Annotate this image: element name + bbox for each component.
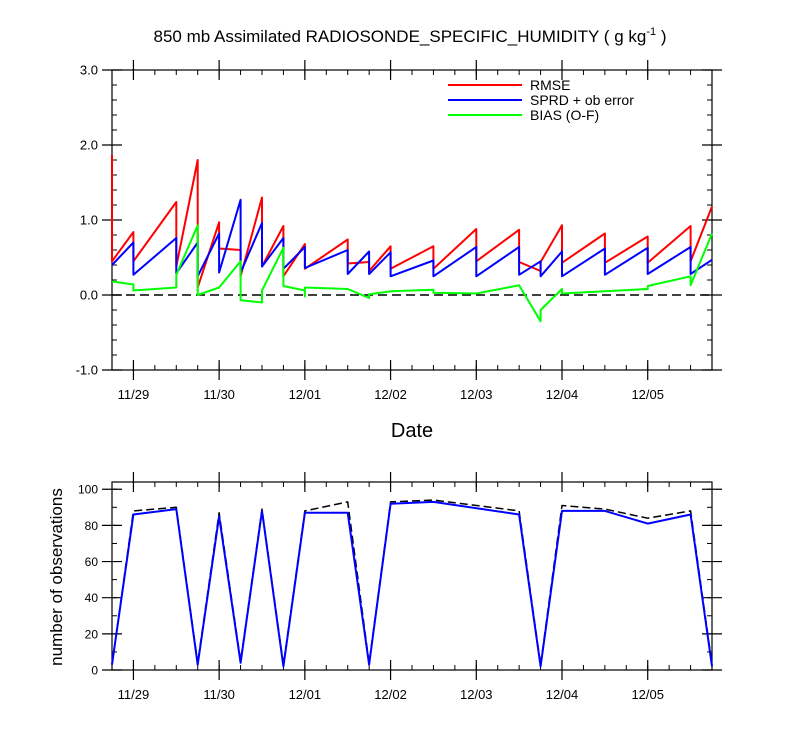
x-tick-label: 12/05 [631, 387, 664, 402]
chart-title-superscript: -1 [646, 26, 656, 38]
chart-title-suffix: ) [656, 27, 666, 46]
x-tick-label: 11/29 [118, 687, 150, 702]
legend-label-bias-o-f: BIAS (O-F) [530, 107, 599, 123]
x-tick-label: 11/30 [203, 687, 235, 702]
y-tick-label: 0.0 [80, 288, 98, 303]
y-tick-label: 0 [91, 664, 98, 678]
y-tick-label: 60 [85, 555, 99, 569]
rmse-bias-plot: -1.0 0.0 1.0 2.0 3.0 11/29 11/30 12/01 12/02 12/0… [76, 60, 722, 402]
x-tick-label: 12/04 [546, 687, 579, 702]
x-tick-label: 12/02 [374, 687, 407, 702]
x-tick-label: 12/01 [289, 687, 322, 702]
y-tick-label: -1.0 [76, 363, 98, 378]
y-axis-label: number of observations [47, 488, 66, 666]
y-tick-label: 3.0 [80, 63, 98, 78]
y-tick-label: 20 [85, 627, 99, 641]
x-tick-label: 12/02 [374, 387, 407, 402]
series-line-sprd-ob-error [111, 198, 713, 278]
x-axis-label: Date [391, 420, 433, 442]
x-tick-label: 12/05 [631, 687, 664, 702]
x-tick-label: 11/29 [118, 387, 150, 402]
chart-title: 850 mb Assimilated RADIOSONDE_SPECIFIC_H… [154, 26, 667, 46]
x-tick-label: 12/03 [460, 687, 493, 702]
x-tick-label: 12/01 [289, 387, 322, 402]
x-tick-label: 11/30 [203, 387, 235, 402]
x-tick-label: 12/03 [460, 387, 493, 402]
legend-label-sprd-ob-error: SPRD + ob error [530, 92, 634, 108]
observation-count-plot: 0 20 40 60 80 100 11/29 11/30 12/01 12/02 12/03 12/… [78, 472, 722, 702]
y-tick-label: 80 [85, 519, 99, 533]
legend-label-rmse: RMSE [530, 77, 570, 93]
series-line-assimilated [111, 500, 713, 668]
y-tick-label: 1.0 [80, 213, 98, 228]
series-line-possible [111, 499, 713, 666]
chart-title-main: 850 mb Assimilated RADIOSONDE_SPECIFIC_H… [154, 27, 647, 46]
series-line-bias-o-f [111, 224, 713, 323]
x-tick-label: 12/04 [546, 387, 579, 402]
y-tick-label: 100 [78, 483, 98, 497]
y-tick-label: 40 [85, 591, 99, 605]
y-tick-label: 2.0 [80, 138, 98, 153]
plot-frame [111, 69, 713, 371]
